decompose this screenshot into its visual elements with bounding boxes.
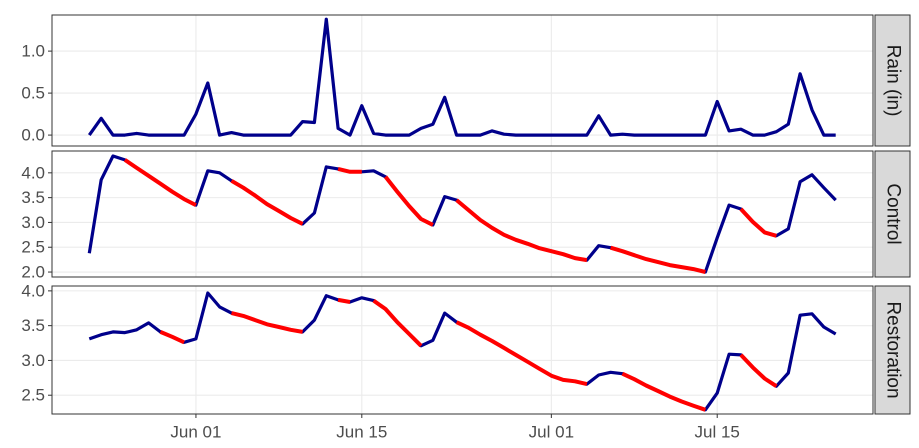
x-tick-label: Jul 15 [695,422,740,441]
y-tick-label: 2.5 [21,386,45,405]
line-series [159,297,778,412]
strip-label: Rain (in) [882,45,903,117]
y-tick-label: 0.5 [21,84,45,103]
y-tick-label: 3.0 [21,213,45,232]
line-series [87,17,836,137]
y-tick-label: 4.0 [21,281,45,300]
strip [874,285,911,415]
y-tick-label: 2.5 [21,238,45,257]
strip-label: Restoration [882,301,903,398]
line-series [123,158,777,274]
y-tick-label: 3.5 [21,316,45,335]
strip-label: Control [882,183,903,244]
y-tick-label: 0.0 [21,126,45,145]
strip [874,14,911,147]
x-tick-label: Jun 01 [170,422,221,441]
panel-background [52,151,873,277]
panel-border [51,150,874,278]
panel-background [52,15,873,146]
y-tick-label: 3.0 [21,351,45,370]
panel-border [51,14,874,147]
y-tick-label: 2.0 [21,263,45,282]
panel-border [51,285,874,415]
y-tick-label: 3.5 [21,188,45,207]
x-tick-label: Jun 15 [336,422,387,441]
strip [874,150,911,278]
x-tick-label: Jul 01 [529,422,574,441]
panel-background [52,286,873,414]
y-tick-label: 1.0 [21,42,45,61]
y-tick-label: 4.0 [21,163,45,182]
